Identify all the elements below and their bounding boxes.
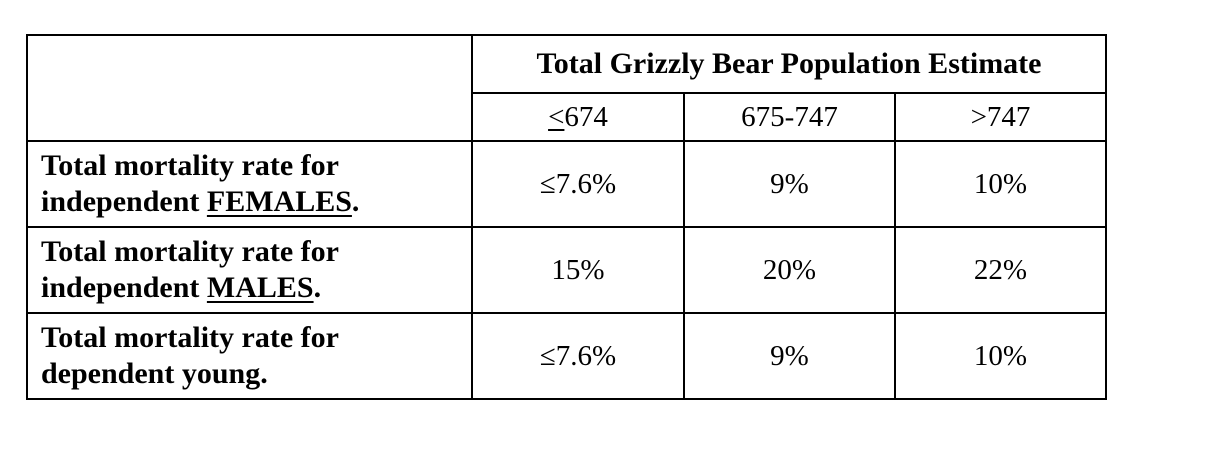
- cell-value: 10%: [893, 312, 1108, 400]
- cell-value: 9%: [683, 140, 896, 228]
- column-header-le-674: <674: [471, 92, 685, 142]
- row-label-females: Total mortality rate for independent FEM…: [26, 140, 473, 228]
- cell-value: 10%: [893, 140, 1108, 228]
- column-header-label: >747: [970, 100, 1031, 133]
- mortality-table: Total Grizzly Bear Population Estimate <…: [26, 34, 1108, 400]
- cell-value: ≤7.6%: [471, 312, 685, 400]
- cell-value: 20%: [683, 226, 896, 314]
- row-label-suffix: .: [313, 271, 322, 304]
- row-label-line2: dependent young.: [41, 356, 471, 392]
- row-label-emphasis: MALES: [206, 271, 314, 304]
- table-row-females: Total mortality rate for independent FEM…: [26, 140, 1108, 228]
- row-label-line2: independent FEMALES.: [41, 184, 471, 220]
- row-label-dependent-young: Total mortality rate for dependent young…: [26, 312, 473, 400]
- row-label-line2: independent MALES.: [41, 270, 471, 306]
- row-label-suffix: .: [351, 185, 360, 218]
- row-label-prefix: dependent young.: [41, 357, 268, 390]
- table-row-males: Total mortality rate for independent MAL…: [26, 226, 1108, 314]
- row-label-line1: Total mortality rate for: [41, 235, 339, 268]
- empty-corner-cell: [26, 34, 473, 142]
- row-label-prefix: independent: [41, 271, 207, 304]
- table-row-dependent-young: Total mortality rate for dependent young…: [26, 312, 1108, 400]
- le-symbol: <: [548, 100, 565, 133]
- row-label-emphasis: FEMALES: [206, 185, 352, 218]
- table-title: Total Grizzly Bear Population Estimate: [470, 34, 1108, 94]
- column-header-label: 675-747: [741, 100, 838, 133]
- cell-value: 9%: [683, 312, 896, 400]
- column-header-row: <674 675-747 >747: [27, 92, 1108, 142]
- cell-value: 22%: [893, 226, 1108, 314]
- row-label-line1: Total mortality rate for: [41, 149, 339, 182]
- row-label-line1: Total mortality rate for: [41, 321, 339, 354]
- cell-value: ≤7.6%: [471, 140, 685, 228]
- cell-value: 15%: [471, 226, 685, 314]
- row-label-males: Total mortality rate for independent MAL…: [26, 226, 473, 314]
- table-title-row: Total Grizzly Bear Population Estimate: [26, 34, 1108, 142]
- column-header-label: 674: [564, 100, 608, 133]
- column-header-gt-747: >747: [893, 92, 1108, 142]
- column-header-675-747: 675-747: [683, 92, 896, 142]
- row-label-prefix: independent: [41, 185, 207, 218]
